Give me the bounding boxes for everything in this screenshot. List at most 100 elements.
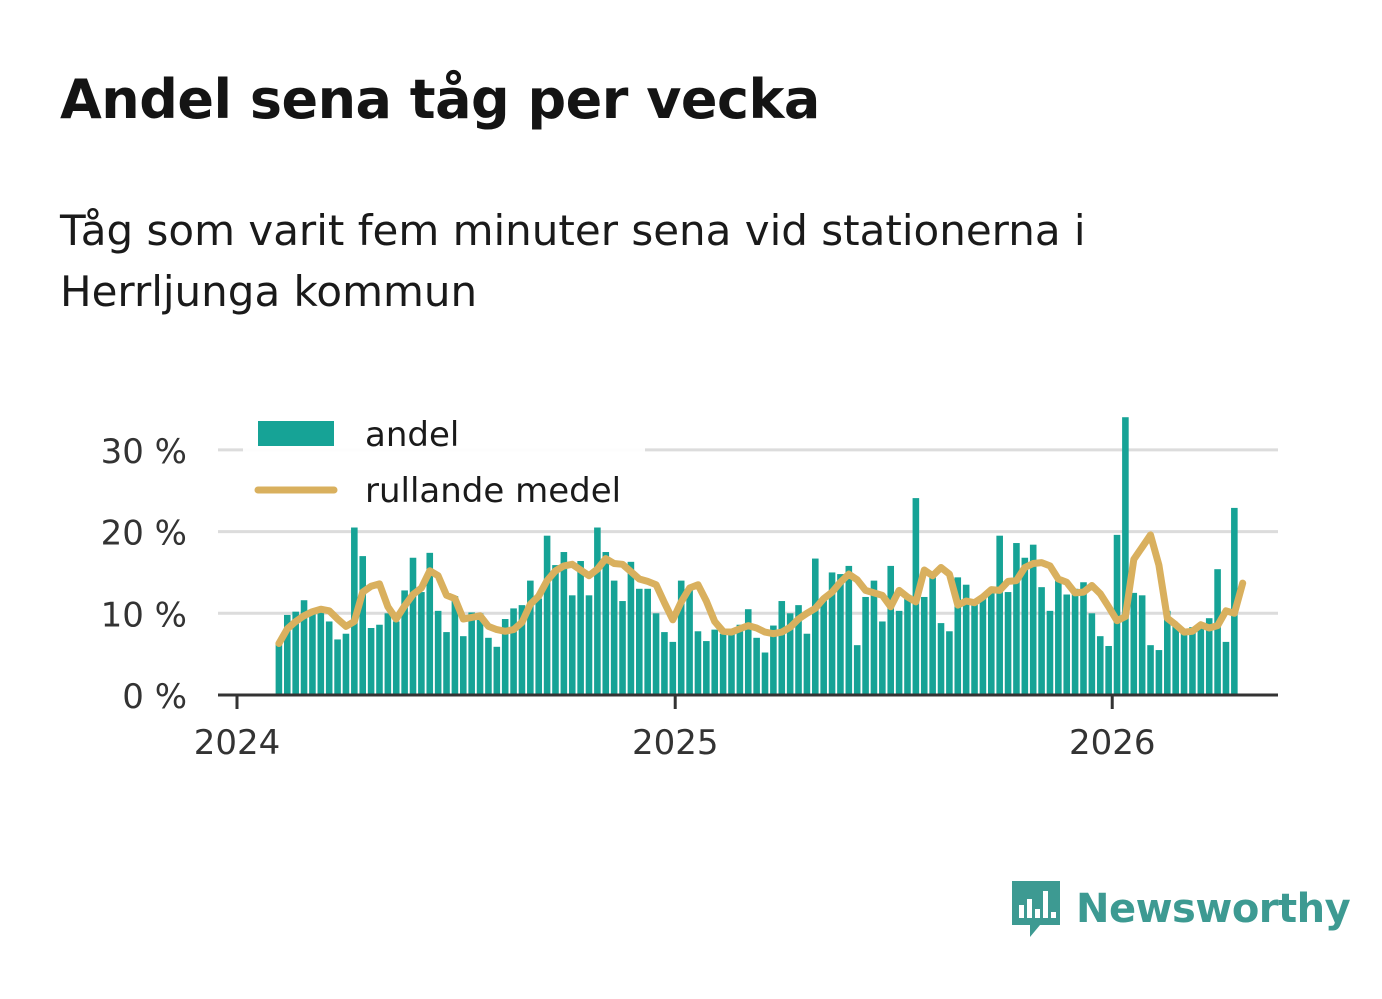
bar [1063,594,1071,695]
bar [342,633,350,695]
axes: 0 % 10 % 20 % 30 % 2024 2025 2026 [101,432,1278,763]
x-tick-label: 2026 [1069,723,1156,763]
bar [1105,645,1112,695]
bar [300,600,308,695]
bar [711,629,719,695]
bar [996,535,1003,695]
bar [1180,630,1188,695]
legend-label-andel: andel [365,415,459,455]
bar [1055,580,1062,695]
bar [1155,650,1163,695]
bar [459,636,467,695]
bar [451,596,459,695]
bar [1046,610,1054,695]
bar [669,641,677,695]
bar [677,580,685,695]
bar [292,611,299,695]
bar [1189,627,1196,695]
bar [1214,569,1221,695]
bar [401,590,408,695]
bar [283,614,291,695]
y-tick-label: 30 % [101,432,187,472]
bar [971,601,978,695]
bar [325,621,333,695]
bar [476,613,484,695]
line-rullande-medel [275,531,1247,647]
bar [384,613,392,695]
bar [426,552,434,695]
bar [820,596,827,695]
bar [275,643,283,695]
bar [728,631,735,695]
y-tick-label: 10 % [101,595,187,635]
bar [594,527,601,695]
y-tick-label: 0 % [122,677,187,717]
bar [962,584,970,695]
chart-subtitle: Tåg som varit fem minuter sena vid stati… [60,206,1086,316]
bar [418,592,425,695]
bar [493,646,501,695]
bar [1088,613,1096,695]
bar [929,572,936,695]
bar [518,605,526,695]
bar [719,633,727,695]
bar [527,580,534,695]
bar [1071,588,1079,695]
bar [485,637,492,695]
bar [803,633,811,695]
brand-name: Newsworthy [1076,886,1351,932]
bar [535,598,543,695]
bar [1029,544,1037,695]
bar [359,556,367,695]
bar [979,596,987,695]
bar [610,580,618,695]
bar [786,613,794,695]
bar [652,613,660,695]
bar [560,552,568,695]
bar [636,588,643,695]
bar [887,565,895,695]
bars-andel [275,417,1238,695]
bar [1130,592,1138,695]
y-tick-label: 20 % [101,514,187,554]
bar [744,609,752,695]
bar [627,561,635,695]
bar [1172,624,1179,695]
bar [1122,417,1129,695]
bar [795,605,802,695]
bar [334,639,341,695]
bar [468,612,475,695]
bar [661,632,668,695]
bar [812,558,819,695]
bar [1197,624,1205,695]
bar [736,624,744,695]
bar [1021,557,1029,695]
legend-swatch-andel [258,421,334,446]
bar [920,596,928,695]
bar [1038,587,1045,695]
bar [753,637,760,695]
bar [954,577,962,695]
bar [694,631,702,695]
bar [1013,543,1020,695]
bar [434,610,442,695]
bar [443,632,450,695]
bar [837,574,844,695]
bar [770,625,777,695]
bar [761,652,769,695]
bar [619,601,626,695]
bar [510,608,517,695]
x-tick-label: 2025 [632,723,719,763]
x-tick-label: 2024 [194,723,281,763]
brand-logo: Newsworthy [1010,878,1351,940]
bar [895,610,903,695]
bar [577,561,584,695]
legend: andel rullande medel [243,410,645,516]
bar [946,631,953,695]
bar [376,624,383,695]
bar [1222,641,1230,695]
bar [568,595,576,695]
chart-title: Andel sena tåg per vecka [60,68,820,131]
bar [392,621,400,695]
